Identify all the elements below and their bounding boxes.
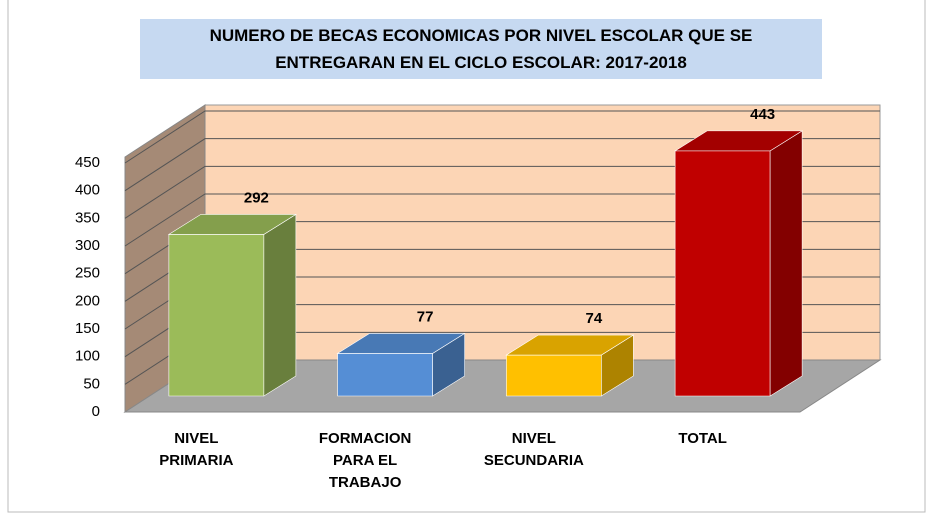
y-tick-label: 50 bbox=[83, 375, 100, 392]
value-label: 292 bbox=[244, 189, 269, 206]
value-label: 77 bbox=[417, 308, 434, 325]
y-tick-label: 400 bbox=[75, 182, 100, 199]
y-tick-label: 300 bbox=[75, 237, 100, 254]
bar bbox=[336, 332, 466, 397]
y-tick-label: 350 bbox=[75, 209, 100, 226]
x-tick-label: NIVEL PRIMARIA bbox=[159, 430, 234, 469]
bar-front bbox=[337, 353, 433, 397]
value-label: 74 bbox=[586, 310, 603, 327]
bar-side bbox=[263, 213, 297, 397]
y-tick-label: 200 bbox=[75, 292, 100, 309]
frame bbox=[7, 0, 926, 513]
y-tick-label: 150 bbox=[75, 320, 100, 337]
chart-title: NUMERO DE BECAS ECONOMICAS POR NIVEL ESC… bbox=[140, 19, 822, 79]
grid-line bbox=[124, 165, 880, 219]
bar bbox=[674, 130, 804, 397]
bar bbox=[505, 334, 635, 397]
x-tick-label: NIVEL SECUNDARIA bbox=[483, 430, 584, 469]
grid-line bbox=[124, 193, 880, 247]
grid-line bbox=[124, 110, 880, 164]
x-tick-label: FORMACION PARA EL TRABAJO bbox=[318, 430, 412, 491]
bar-top bbox=[336, 333, 466, 354]
bar-top bbox=[674, 130, 804, 152]
bar-top bbox=[505, 334, 635, 356]
bar-front bbox=[506, 354, 602, 397]
bar-front bbox=[168, 234, 265, 397]
bar-front bbox=[674, 150, 771, 397]
grid-line bbox=[124, 138, 880, 192]
y-tick-label: 100 bbox=[75, 348, 100, 365]
value-label: 443 bbox=[750, 106, 775, 123]
y-tick-label: 250 bbox=[75, 265, 100, 282]
y-tick-label: 450 bbox=[75, 154, 100, 171]
y-tick-label: 0 bbox=[92, 403, 100, 420]
bar bbox=[167, 213, 297, 397]
bar-top bbox=[167, 214, 297, 235]
x-tick-label: TOTAL bbox=[678, 430, 727, 447]
bar-side bbox=[769, 130, 803, 397]
